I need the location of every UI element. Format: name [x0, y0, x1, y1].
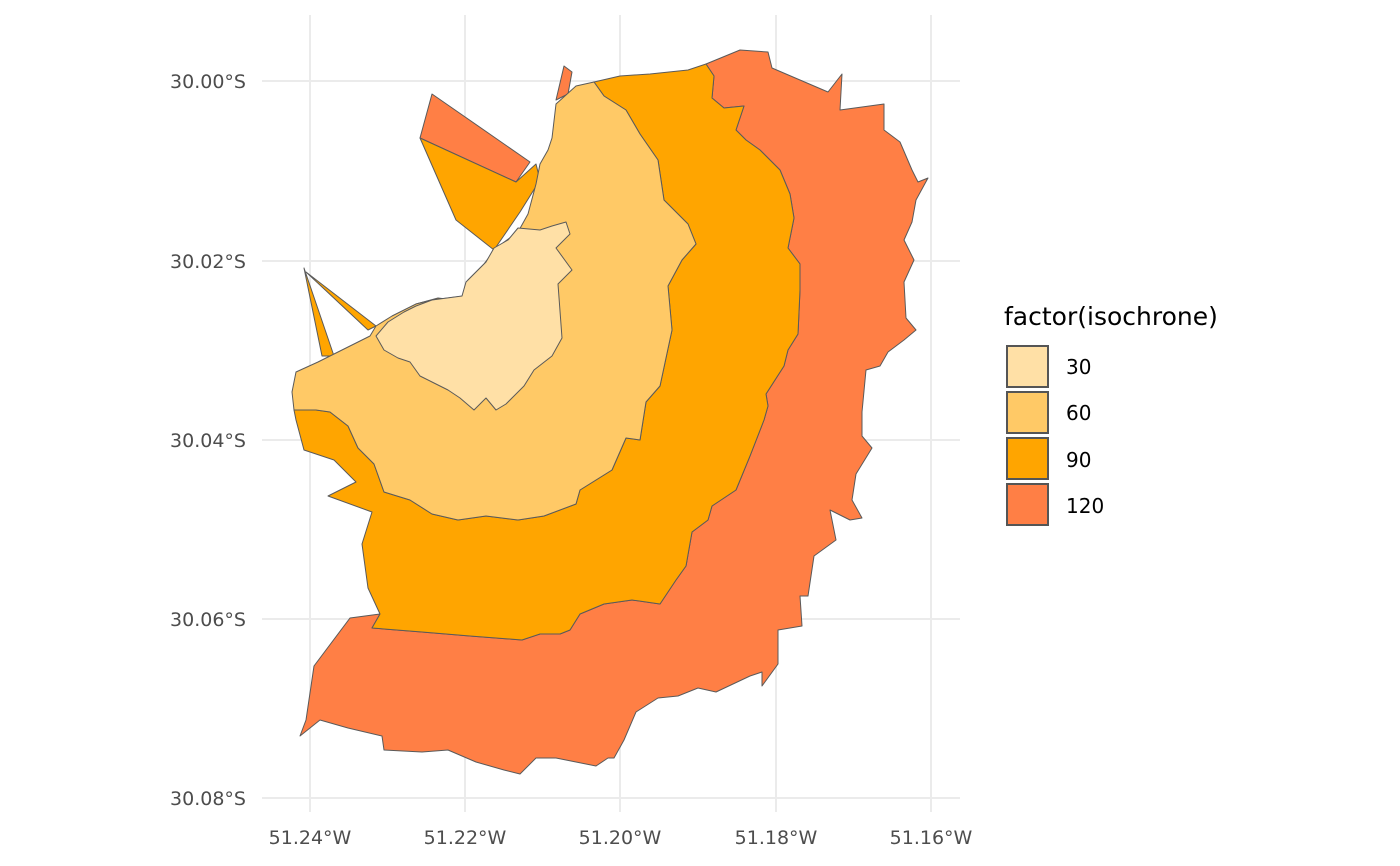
legend-item: 60	[1006, 391, 1091, 434]
x-tick-label: 51.22°W	[424, 827, 507, 849]
x-axis: 51.24°W 51.22°W 51.20°W 51.18°W 51.16°W	[269, 827, 973, 849]
legend-item: 90	[1006, 437, 1091, 480]
legend-label: 60	[1066, 401, 1091, 425]
zone-120-north-tip	[555, 65, 573, 101]
y-tick-label: 30.00°S	[170, 71, 246, 93]
zone-90-wedge	[419, 137, 541, 251]
isochrone-zones	[291, 49, 929, 775]
legend-item: 120	[1006, 483, 1104, 526]
legend-title: factor(isochrone)	[1004, 302, 1218, 331]
y-tick-label: 30.06°S	[170, 609, 246, 631]
zone-90-sliver	[305, 271, 377, 331]
x-tick-label: 51.24°W	[269, 827, 352, 849]
x-tick-label: 51.18°W	[735, 827, 818, 849]
legend-label: 120	[1066, 494, 1104, 518]
legend-item: 30	[1006, 345, 1091, 388]
zone-90	[293, 63, 801, 641]
x-tick-label: 51.16°W	[890, 827, 973, 849]
zone-90-west-spike	[303, 267, 335, 357]
legend-swatch	[1006, 483, 1049, 526]
y-tick-label: 30.02°S	[170, 251, 246, 273]
y-axis: 30.00°S 30.02°S 30.04°S 30.06°S 30.08°S	[170, 71, 246, 810]
x-tick-label: 51.20°W	[579, 827, 662, 849]
zone-30	[375, 221, 573, 411]
legend-swatch	[1006, 391, 1049, 434]
legend: factor(isochrone) 30 60 90 120	[1004, 302, 1218, 526]
zone-30-main	[375, 221, 573, 411]
y-tick-label: 30.04°S	[170, 430, 246, 452]
legend-swatch	[1006, 437, 1049, 480]
legend-swatch	[1006, 345, 1049, 388]
legend-label: 90	[1066, 448, 1091, 472]
y-tick-label: 30.08°S	[170, 788, 246, 810]
legend-label: 30	[1066, 355, 1091, 379]
